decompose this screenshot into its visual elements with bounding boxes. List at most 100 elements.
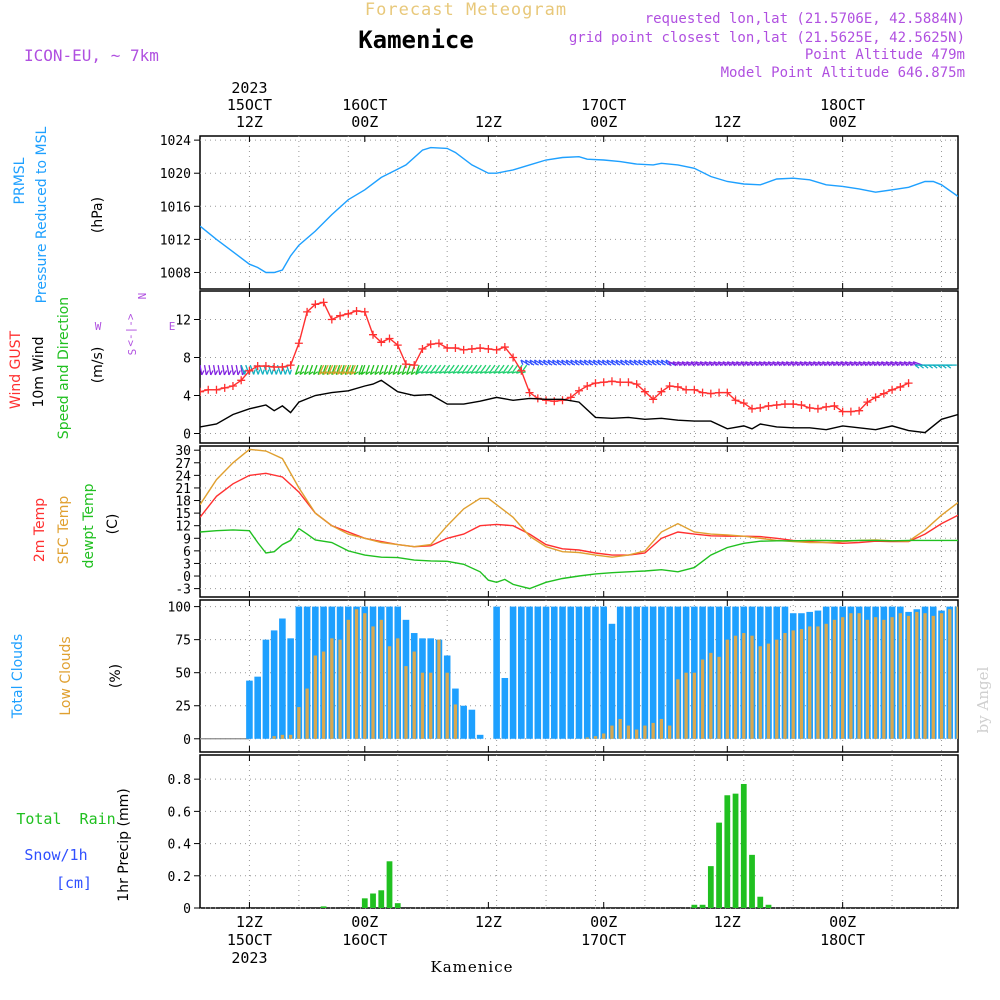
wind-arrow-head [561, 359, 565, 365]
wind-arrow [740, 361, 751, 366]
wind-arrow-head [416, 371, 422, 374]
gust-marker [904, 379, 913, 388]
gust-marker [410, 361, 419, 370]
wind-arrow-head [672, 361, 677, 367]
wind-arrow-head [421, 371, 427, 374]
wind-arrow-head [304, 371, 310, 376]
time-label-bottom: 00Z [351, 913, 378, 931]
wind-arrow-head [524, 359, 528, 365]
y-tick-label: 1020 [160, 167, 191, 182]
wind-arrow-head [731, 361, 736, 367]
wind-arrow-head [516, 371, 522, 374]
wind-arrow [899, 361, 910, 366]
compass-n: N [135, 293, 148, 300]
low-cloud-bar [865, 619, 870, 739]
wind-arrow [326, 364, 332, 375]
panel-0: 1008 1012 1016 1020 1024 [160, 134, 959, 290]
low-cloud-bar [618, 718, 622, 739]
time-label-bottom: 2023 [231, 949, 267, 967]
wind-arrow [656, 359, 666, 366]
wind-arrow [502, 364, 510, 374]
low-cloud-bar [808, 626, 812, 739]
total-cloud-bar [600, 606, 608, 739]
gust-marker [509, 353, 518, 362]
low-cloud-bar [758, 646, 762, 739]
precip-bar [378, 890, 385, 908]
gust-marker [369, 330, 378, 339]
gust-marker [393, 341, 402, 350]
wind-arrow [378, 364, 384, 375]
wind-arrow [461, 364, 469, 374]
wind-arrow-head [681, 361, 686, 367]
wind-arrow-head [266, 369, 270, 375]
time-label-bottom: 15OCT [227, 931, 272, 949]
total-cloud-bar [550, 606, 558, 739]
y-tick-label: 50 [175, 667, 191, 682]
total-cloud-bar [641, 606, 649, 739]
low-cloud-bar [280, 734, 285, 739]
wind-arrow [466, 364, 473, 374]
low-cloud-bar [832, 619, 837, 739]
wind-arrow [358, 364, 363, 375]
total-cloud-bar [509, 606, 517, 739]
total-cloud-bar [608, 623, 616, 739]
gust-marker [706, 389, 715, 398]
total-cloud-bar [633, 606, 640, 739]
wind-arrow [475, 364, 482, 374]
wind-arrow [438, 364, 446, 374]
wind-arrow-head [237, 370, 241, 376]
wind-arrow [808, 361, 819, 366]
gust-marker [377, 338, 386, 347]
panel-4: 0 0.2 0.4 0.6 0.8 [168, 754, 959, 917]
wind-arrow-head [876, 361, 881, 367]
time-label-top: 18OCT [820, 96, 865, 114]
low-cloud-bar [725, 639, 729, 739]
low-cloud-bar [915, 611, 919, 739]
time-label-top: 15OCT [227, 96, 272, 114]
gust-marker [632, 380, 641, 389]
wind-arrow [369, 364, 375, 375]
wind-arrow [615, 359, 626, 366]
total-cloud-bar [493, 606, 500, 739]
wind-arrow-head [667, 361, 672, 367]
total-cloud-bar [526, 606, 533, 739]
precip-label-rain: Total Rain [16, 810, 115, 828]
wind-arrow-head [858, 361, 863, 367]
gust-marker [484, 344, 493, 353]
gust-marker [237, 376, 246, 385]
gust-marker [805, 403, 814, 412]
wind-arrow-head [574, 359, 578, 365]
low-cloud-bar [684, 672, 688, 739]
gust-marker [459, 345, 468, 354]
wind-arrow-head [808, 361, 813, 367]
y-tick-label: 0 [183, 733, 191, 748]
wind-arrow-head [790, 361, 795, 367]
wind-arrow-head [772, 361, 776, 367]
wind-arrow-head [615, 359, 619, 365]
gust-marker [838, 407, 847, 416]
precip-bar [394, 903, 401, 908]
cloud-label-total: Total Clouds [10, 634, 26, 719]
wind-arrow [470, 364, 478, 374]
wind-arrow-head [717, 361, 722, 367]
temp-label-dewpt: dewpt Temp [81, 483, 97, 568]
precip-bar [765, 904, 772, 908]
wind-arrow-head [201, 370, 205, 376]
wind-arrow-head [767, 361, 772, 367]
wind-arrow-head [350, 371, 356, 375]
low-cloud-bar [965, 607, 968, 739]
wind-arrow [624, 359, 635, 366]
wind-arrow-head [346, 371, 352, 375]
wind-arrow-head [570, 359, 574, 365]
wind-arrow [822, 361, 833, 366]
gust-marker [434, 339, 443, 348]
precip-bar [757, 896, 764, 908]
low-cloud-bar [626, 725, 631, 739]
gust-marker [896, 382, 905, 391]
wind-arrow [294, 364, 300, 375]
gust-marker [360, 307, 369, 316]
y-tick-label: 1012 [160, 233, 191, 248]
wind-arrow-head [489, 371, 495, 374]
wind-arrow [597, 359, 607, 366]
low-cloud-bar [659, 718, 664, 739]
